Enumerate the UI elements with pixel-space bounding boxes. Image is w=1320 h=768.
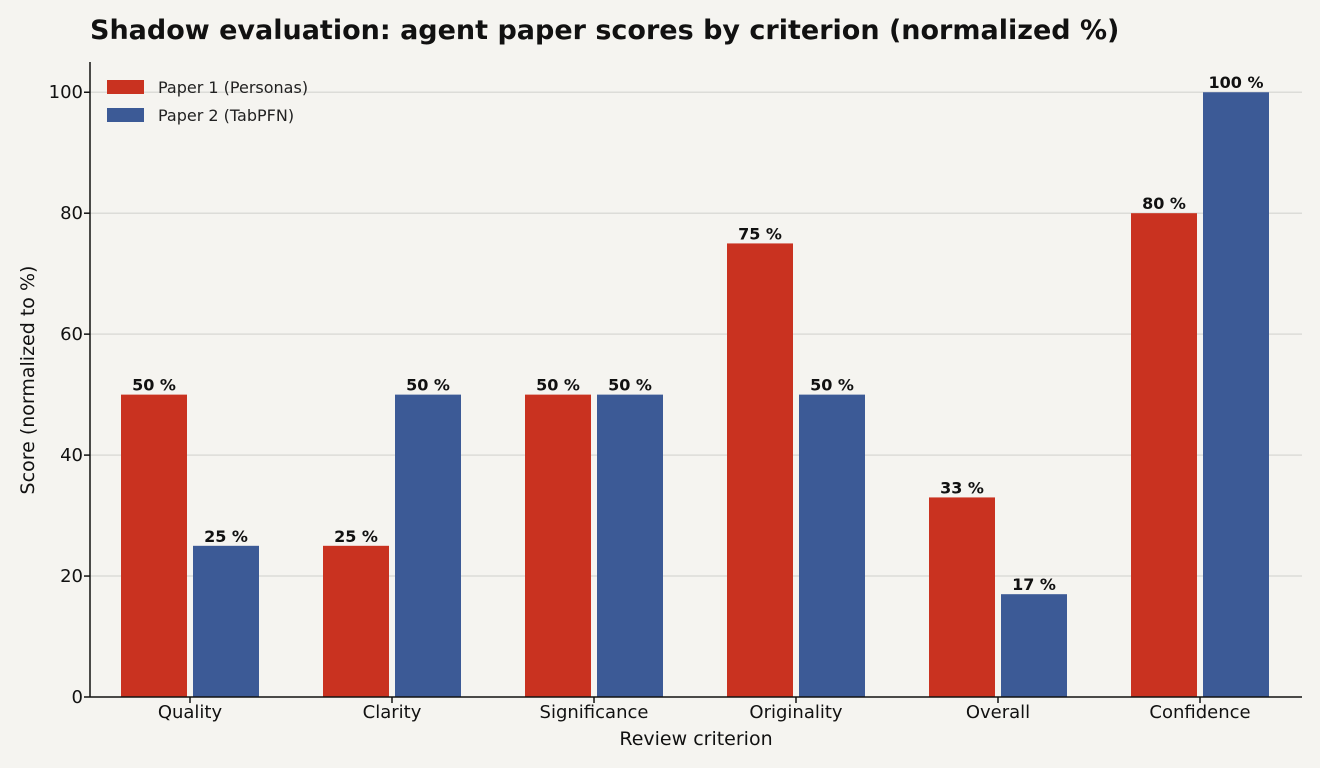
bar-significance-series-1 [525, 394, 591, 697]
bar-quality-series-2 [193, 545, 259, 697]
bar-overall-series-1 [929, 497, 995, 697]
bar-clarity-series-2 [395, 394, 461, 697]
data-label-clarity-series-1: 25 % [334, 527, 378, 546]
y-tick-label-60: 60 [60, 324, 83, 345]
tick-labels: 0 20 40 60 80 100 Quality Clarity Significance Or… [49, 82, 1251, 723]
y-tick-label-0: 0 [72, 687, 83, 708]
data-label-significance-series-1: 50 % [536, 376, 580, 395]
data-label-clarity-series-2: 50 % [406, 376, 450, 395]
legend-swatch-series-1 [107, 80, 144, 94]
x-tick-label-significance: Significance [540, 702, 649, 723]
data-label-overall-series-2: 17 % [1012, 575, 1056, 594]
data-label-quality-series-2: 25 % [204, 527, 248, 546]
legend-swatch-series-2 [107, 108, 144, 122]
data-label-originality-series-2: 50 % [810, 376, 854, 395]
y-axis-label: Score (normalized to %) [17, 266, 39, 495]
data-label-confidence-series-1: 80 % [1142, 194, 1186, 213]
x-tick-label-clarity: Clarity [363, 702, 422, 723]
grid-lines [90, 91, 1302, 577]
x-tick-label-confidence: Confidence [1149, 702, 1250, 723]
bar-originality-series-1 [727, 243, 793, 697]
x-tick-label-originality: Originality [749, 702, 842, 723]
bar-overall-series-2 [1001, 594, 1067, 697]
data-label-significance-series-2: 50 % [608, 376, 652, 395]
chart-title: Shadow evaluation: agent paper scores by… [90, 15, 1119, 46]
bar-confidence-series-1 [1131, 213, 1197, 697]
axes [89, 62, 1302, 698]
y-tick-label-80: 80 [60, 203, 83, 224]
bar-originality-series-2 [799, 394, 865, 697]
data-labels: 50 % 25 % 25 % 50 % 50 % 50 % 75 % 50 % 33 % 17 %… [132, 73, 1263, 594]
legend-label-series-2: Paper 2 (TabPFN) [158, 106, 294, 125]
y-tick-label-40: 40 [60, 445, 83, 466]
legend-label-series-1: Paper 1 (Personas) [158, 78, 308, 97]
data-label-quality-series-1: 50 % [132, 376, 176, 395]
bar-quality-series-1 [121, 394, 187, 697]
data-label-confidence-series-2: 100 % [1209, 73, 1264, 92]
x-axis-label: Review criterion [619, 728, 772, 750]
data-label-originality-series-1: 75 % [738, 224, 782, 243]
bar-significance-series-2 [597, 394, 663, 697]
y-tick-label-100: 100 [49, 82, 83, 103]
x-tick-label-quality: Quality [158, 702, 223, 723]
bars [121, 92, 1269, 697]
bar-clarity-series-1 [323, 545, 389, 697]
bar-confidence-series-2 [1203, 92, 1269, 697]
data-label-overall-series-1: 33 % [940, 478, 984, 497]
x-tick-label-overall: Overall [966, 702, 1030, 723]
legend: Paper 1 (Personas) Paper 2 (TabPFN) [107, 78, 308, 125]
y-tick-label-20: 20 [60, 566, 83, 587]
